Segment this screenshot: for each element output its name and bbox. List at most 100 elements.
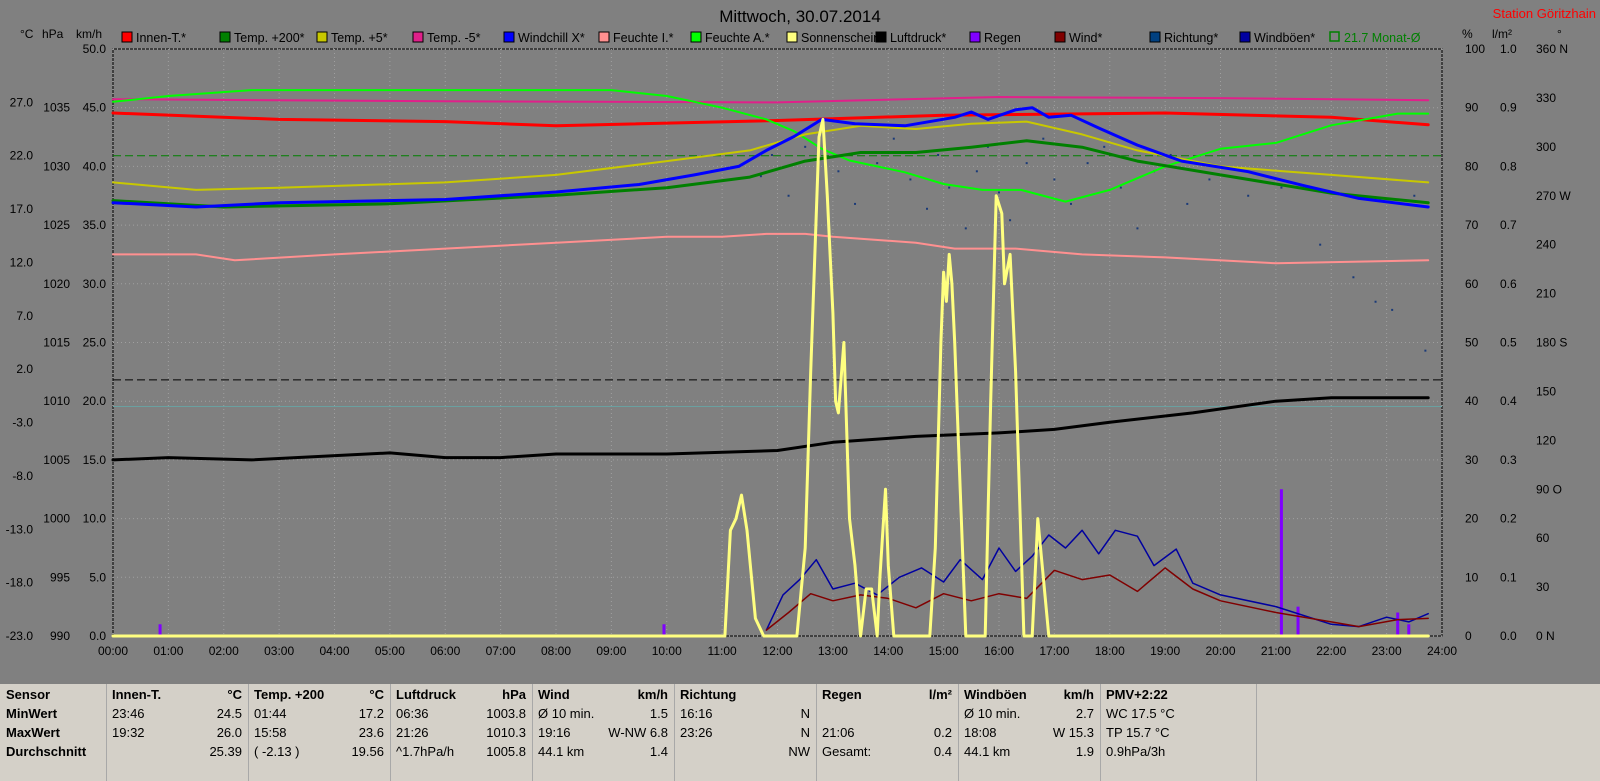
panel-cell-value: 19.56 [351, 744, 384, 759]
rain-bar [158, 624, 162, 636]
temp-tick-label: 17.0 [10, 202, 34, 216]
direction-point [975, 170, 978, 173]
legend-swatch [598, 31, 610, 43]
rain-tick-label: 0.3 [1500, 453, 1517, 467]
rain-bar [1407, 624, 1411, 636]
series-line [765, 567, 1429, 631]
panel-cell-value: 1.9 [1075, 744, 1094, 759]
panel-cell-value: 17.2 [358, 706, 384, 721]
panel-column: Wind km/h Ø 10 min. 1.5 19:16 W-NW 6.8 44.1 km… [532, 684, 675, 781]
panel-row: 25.39 [106, 742, 248, 761]
panel-row: MinWert [0, 704, 106, 723]
rain-tick-label: 0.5 [1500, 336, 1517, 350]
direction-tick-label: 240 [1536, 238, 1556, 252]
wind-tick-label: 0.0 [89, 629, 106, 643]
temp-tick-label: -18.0 [6, 576, 34, 590]
pressure-tick-label: 1005 [43, 453, 70, 467]
temp-tick-label: -8.0 [12, 469, 33, 483]
humidity-tick-label: 0 [1465, 629, 1472, 643]
rain-tick-label: 0.1 [1500, 570, 1517, 584]
direction-point [964, 227, 967, 230]
series-line [111, 117, 1430, 638]
panel-cell-value: W 15.3 [1052, 725, 1094, 740]
panel-row: MaxWert [0, 723, 106, 742]
x-tick-label: 22:00 [1316, 644, 1346, 658]
chart-title: Mittwoch, 30.07.2014 [719, 7, 881, 26]
rain-tick-label: 0.9 [1500, 101, 1517, 115]
direction-tick-label: 360 N [1536, 42, 1568, 56]
panel-cell-label: 0.9hPa/3h [1106, 744, 1166, 759]
legend-swatch [503, 31, 515, 43]
x-tick-label: 16:00 [984, 644, 1014, 658]
panel-header-row: Temp. +200 °C [248, 685, 390, 704]
wind-unit-label: km/h [76, 27, 102, 41]
panel-header-row: PMV+2:22 [1100, 685, 1256, 704]
humidity-tick-label: 60 [1465, 277, 1479, 291]
weather-chart: 00:00 01:00 02:00 03:00 04:00 05:00 06:00 07:00… [6, 6, 1596, 658]
panel-cell-label: 23:46 [112, 706, 145, 721]
x-tick-label: 05:00 [375, 644, 405, 658]
direction-point [1319, 243, 1322, 246]
x-tick-label: 19:00 [1150, 644, 1180, 658]
legend-label: Windchill X* [518, 31, 585, 45]
direction-point [1208, 178, 1211, 181]
panel-header-row: Wind km/h [532, 685, 674, 704]
panel-cell-value: 1010.3 [486, 725, 526, 740]
legend-label: 21.7 Monat-Ø [1344, 31, 1421, 45]
series-line [111, 396, 1430, 462]
panel-row: 44.1 km 1.9 [958, 742, 1100, 761]
x-tick-label: 12:00 [762, 644, 792, 658]
series-line [111, 111, 1430, 128]
temp-tick-label: 27.0 [10, 95, 34, 109]
legend-swatch [786, 31, 798, 43]
direction-point [1247, 194, 1250, 197]
panel-cell-value: °C [227, 687, 242, 702]
panel-row: 19:32 26.0 [106, 723, 248, 742]
direction-point [1025, 162, 1028, 165]
x-tick-label: 06:00 [430, 644, 460, 658]
direction-point [1352, 276, 1355, 279]
humidity-tick-label: 10 [1465, 570, 1479, 584]
panel-header-row: Windböen km/h [958, 685, 1100, 704]
panel-header-row: Regen l/m² [816, 685, 958, 704]
wind-tick-label: 5.0 [89, 570, 106, 584]
panel-row [816, 704, 958, 723]
panel-cell-value: 0.4 [933, 744, 952, 759]
x-tick-label: 00:00 [98, 644, 128, 658]
pressure-tick-label: 1000 [43, 512, 70, 526]
legend-label: Windböen* [1254, 31, 1315, 45]
panel-row: 44.1 km 1.4 [532, 742, 674, 761]
panel-column: Innen-T. °C 23:46 24.5 19:32 26.0 25.39 [106, 684, 249, 781]
direction-point [1280, 186, 1283, 189]
legend-swatch [412, 31, 424, 43]
panel-cell-value: 1.4 [649, 744, 668, 759]
legend-label: Regen [984, 31, 1021, 45]
panel-cell-label: 19:16 [538, 725, 571, 740]
temp-tick-label: -3.0 [12, 416, 33, 430]
temp-tick-label: 12.0 [10, 255, 34, 269]
panel-cell-label: Temp. +200 [254, 687, 325, 702]
panel-cell-value: 26.0 [216, 725, 242, 740]
rain-tick-label: 0.2 [1500, 512, 1517, 526]
panel-header-row: Sensor [0, 685, 106, 704]
legend-swatch [219, 31, 231, 43]
panel-column: Windböen km/h Ø 10 min. 2.7 18:08 W 15.3 44.1 … [958, 684, 1101, 781]
legend-label: Sonnenschein [801, 31, 880, 45]
x-tick-label: 09:00 [596, 644, 626, 658]
panel-cell-value: N [800, 706, 810, 721]
panel-cell-label: WC 17.5 °C [1106, 706, 1175, 721]
panel-cell-label: 16:16 [680, 706, 713, 721]
humidity-tick-label: 50 [1465, 336, 1479, 350]
series-line [112, 96, 1430, 104]
panel-row: TP 15.7 °C [1100, 723, 1256, 742]
x-tick-label: 11:00 [708, 644, 737, 658]
rain-tick-label: 0.8 [1500, 159, 1517, 173]
legend-label: Temp. +5* [331, 31, 388, 45]
legend-swatch [316, 31, 328, 43]
direction-tick-label: 120 [1536, 433, 1556, 447]
panel-cell-label: Richtung [680, 687, 737, 702]
panel-row: 21:06 0.2 [816, 723, 958, 742]
panel-cell-value: hPa [502, 687, 526, 702]
panel-row: Gesamt: 0.4 [816, 742, 958, 761]
temp-tick-label: -13.0 [6, 522, 34, 536]
